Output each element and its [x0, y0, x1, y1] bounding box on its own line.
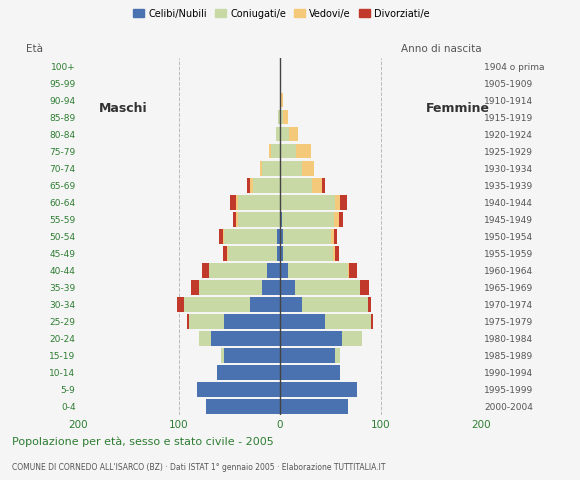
Bar [224, 229, 277, 244]
Bar [223, 246, 227, 261]
Bar [197, 383, 280, 397]
Bar [202, 263, 209, 278]
Bar [184, 297, 249, 312]
Bar [280, 383, 357, 397]
Bar [271, 144, 280, 158]
Bar [224, 348, 280, 363]
Bar [288, 263, 349, 278]
Bar [276, 127, 280, 142]
Bar [295, 280, 361, 295]
Bar [227, 246, 229, 261]
Bar [280, 314, 325, 329]
Bar [229, 246, 277, 261]
Bar [277, 229, 280, 244]
Bar [281, 93, 283, 108]
Bar [280, 161, 302, 176]
Text: Femmine: Femmine [426, 102, 490, 115]
Bar [280, 399, 349, 414]
Bar [283, 110, 288, 124]
Bar [269, 144, 271, 158]
Bar [267, 263, 280, 278]
Bar [200, 331, 211, 346]
Text: COMUNE DI CORNEDO ALL'ISARCO (BZ) · Dati ISTAT 1° gennaio 2005 · Elaborazione TU: COMUNE DI CORNEDO ALL'ISARCO (BZ) · Dati… [12, 463, 385, 472]
Legend: Celibi/Nubili, Coniugati/e, Vedovi/e, Divorziati/e: Celibi/Nubili, Coniugati/e, Vedovi/e, Di… [129, 5, 434, 23]
Bar [334, 212, 339, 227]
Bar [280, 144, 296, 158]
Text: Popolazione per età, sesso e stato civile - 2005: Popolazione per età, sesso e stato civil… [12, 437, 273, 447]
Text: Età: Età [26, 44, 43, 54]
Text: Maschi: Maschi [99, 102, 147, 115]
Bar [335, 348, 340, 363]
Bar [282, 212, 334, 227]
Bar [224, 314, 280, 329]
Bar [368, 297, 371, 312]
Bar [277, 246, 280, 261]
Bar [209, 263, 267, 278]
Bar [246, 178, 249, 192]
Bar [280, 365, 340, 380]
Bar [238, 212, 280, 227]
Bar [289, 127, 298, 142]
Bar [302, 297, 368, 312]
Bar [280, 93, 281, 108]
Bar [280, 127, 289, 142]
Bar [187, 314, 189, 329]
Bar [334, 229, 338, 244]
Bar [340, 195, 347, 210]
Bar [335, 246, 339, 261]
Bar [325, 314, 371, 329]
Bar [249, 178, 253, 192]
Bar [278, 110, 280, 124]
Bar [283, 246, 334, 261]
Bar [334, 246, 335, 261]
Bar [191, 280, 200, 295]
Bar [280, 280, 295, 295]
Bar [280, 263, 288, 278]
Bar [177, 297, 184, 312]
Bar [361, 280, 368, 295]
Bar [322, 178, 325, 192]
Bar [280, 331, 342, 346]
Bar [200, 280, 262, 295]
Bar [211, 331, 280, 346]
Bar [238, 195, 280, 210]
Bar [189, 314, 224, 329]
Bar [296, 144, 311, 158]
Bar [235, 212, 238, 227]
Bar [253, 178, 280, 192]
Bar [335, 195, 340, 210]
Bar [235, 195, 238, 210]
Bar [262, 280, 280, 295]
Text: Anno di nascita: Anno di nascita [401, 44, 481, 54]
Bar [249, 297, 280, 312]
Bar [218, 365, 280, 380]
Bar [283, 229, 331, 244]
Bar [280, 212, 282, 227]
Bar [349, 263, 357, 278]
Bar [280, 348, 335, 363]
Bar [230, 195, 235, 210]
Bar [219, 229, 223, 244]
Bar [280, 246, 283, 261]
Bar [302, 161, 314, 176]
Bar [280, 195, 335, 210]
Bar [262, 161, 280, 176]
Bar [339, 212, 343, 227]
Bar [206, 399, 280, 414]
Bar [280, 297, 302, 312]
Bar [223, 229, 224, 244]
Bar [371, 314, 372, 329]
Bar [331, 229, 334, 244]
Bar [342, 331, 362, 346]
Bar [280, 178, 312, 192]
Bar [260, 161, 262, 176]
Bar [234, 212, 235, 227]
Bar [280, 110, 283, 124]
Bar [312, 178, 322, 192]
Bar [222, 348, 224, 363]
Bar [280, 229, 283, 244]
